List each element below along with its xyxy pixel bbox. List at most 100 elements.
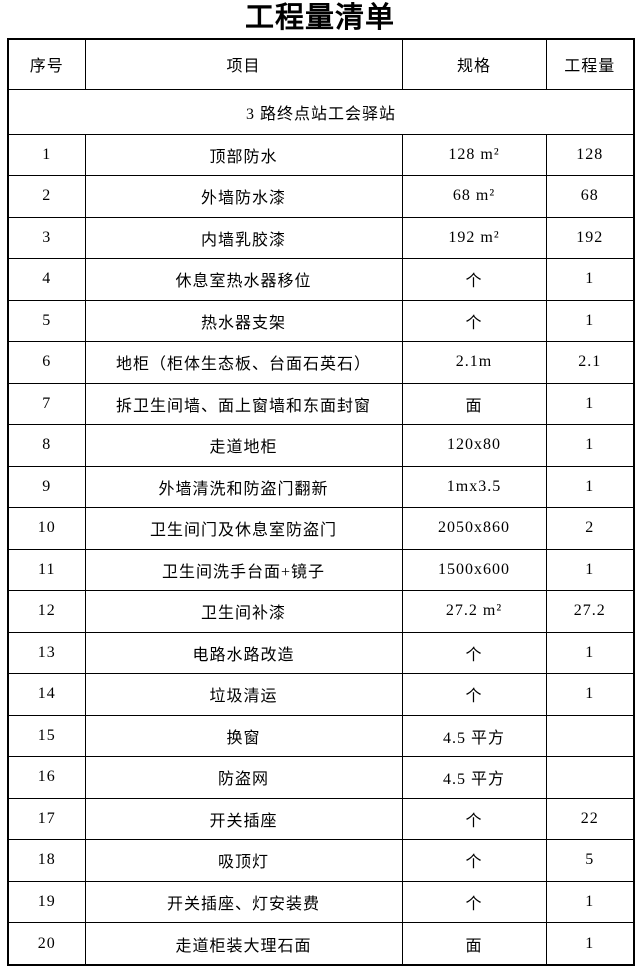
row-spec-cell: 120x80 xyxy=(401,424,547,467)
row-qty-cell: 5 xyxy=(545,839,635,882)
row-spec-cell: 个 xyxy=(401,797,547,840)
row-item-cell: 吸顶灯 xyxy=(84,839,403,882)
row-item-cell: 顶部防水 xyxy=(84,133,403,176)
row-item-cell: 休息室热水器移位 xyxy=(84,258,403,301)
row-no-cell: 6 xyxy=(7,341,86,384)
row-spec-cell: 1mx3.5 xyxy=(401,465,547,508)
row-item-cell: 内墙乳胶漆 xyxy=(84,216,403,259)
table-row: 19 开关插座、灯安装费 个 1 xyxy=(7,880,635,923)
row-qty-cell: 1 xyxy=(545,673,635,716)
row-no-cell: 7 xyxy=(7,382,86,425)
row-spec-cell: 128 m² xyxy=(401,133,547,176)
row-qty-cell: 2 xyxy=(545,507,635,550)
row-spec-cell: 个 xyxy=(401,880,547,923)
row-spec-cell: 1500x600 xyxy=(401,548,547,591)
table-header-row: 序号 项目 规格 工程量 xyxy=(7,38,635,90)
row-qty-cell: 27.2 xyxy=(545,590,635,633)
row-spec-cell: 2.1m xyxy=(401,341,547,384)
row-spec-cell: 个 xyxy=(401,299,547,342)
row-no-cell: 11 xyxy=(7,548,86,591)
row-item-cell: 卫生间洗手台面+镜子 xyxy=(84,548,403,591)
row-spec-cell: 面 xyxy=(401,382,547,425)
row-spec-cell: 面 xyxy=(401,922,547,966)
row-no-cell: 1 xyxy=(7,133,86,176)
row-spec-cell: 4.5 平方 xyxy=(401,756,547,799)
table-row: 11 卫生间洗手台面+镜子 1500x600 1 xyxy=(7,548,635,591)
table-row: 14 垃圾清运 个 1 xyxy=(7,673,635,716)
row-no-cell: 2 xyxy=(7,175,86,218)
row-item-cell: 卫生间门及休息室防盗门 xyxy=(84,507,403,550)
table-row: 20 走道柜装大理石面 面 1 xyxy=(7,922,635,966)
col-header-spec: 规格 xyxy=(401,38,547,90)
row-item-cell: 垃圾清运 xyxy=(84,673,403,716)
row-qty-cell: 1 xyxy=(545,465,635,508)
row-no-cell: 17 xyxy=(7,797,86,840)
table-row: 13 电路水路改造 个 1 xyxy=(7,631,635,674)
row-spec-cell: 192 m² xyxy=(401,216,547,259)
row-spec-cell: 27.2 m² xyxy=(401,590,547,633)
row-no-cell: 5 xyxy=(7,299,86,342)
row-item-cell: 开关插座 xyxy=(84,797,403,840)
row-qty-cell: 2.1 xyxy=(545,341,635,384)
table-row: 18 吸顶灯 个 5 xyxy=(7,839,635,882)
row-qty-cell xyxy=(545,714,635,757)
row-no-cell: 10 xyxy=(7,507,86,550)
row-item-cell: 外墙防水漆 xyxy=(84,175,403,218)
row-qty-cell: 192 xyxy=(545,216,635,259)
row-qty-cell: 1 xyxy=(545,299,635,342)
col-header-qty: 工程量 xyxy=(545,38,635,90)
table-row: 4 休息室热水器移位 个 1 xyxy=(7,258,635,301)
row-item-cell: 卫生间补漆 xyxy=(84,590,403,633)
row-qty-cell: 1 xyxy=(545,922,635,966)
row-spec-cell: 68 m² xyxy=(401,175,547,218)
row-no-cell: 9 xyxy=(7,465,86,508)
row-item-cell: 走道地柜 xyxy=(84,424,403,467)
row-no-cell: 8 xyxy=(7,424,86,467)
table-row: 9 外墙清洗和防盗门翻新 1mx3.5 1 xyxy=(7,465,635,508)
table-row: 2 外墙防水漆 68 m² 68 xyxy=(7,175,635,218)
row-no-cell: 14 xyxy=(7,673,86,716)
row-no-cell: 13 xyxy=(7,631,86,674)
col-header-item: 项目 xyxy=(84,38,403,90)
table-row: 12 卫生间补漆 27.2 m² 27.2 xyxy=(7,590,635,633)
row-item-cell: 拆卫生间墙、面上窗墙和东面封窗 xyxy=(84,382,403,425)
table-row: 16 防盗网 4.5 平方 xyxy=(7,756,635,799)
col-header-no: 序号 xyxy=(7,38,86,90)
row-item-cell: 换窗 xyxy=(84,714,403,757)
row-item-cell: 热水器支架 xyxy=(84,299,403,342)
table-row: 7 拆卫生间墙、面上窗墙和东面封窗 面 1 xyxy=(7,382,635,425)
table-row: 5 热水器支架 个 1 xyxy=(7,299,635,342)
row-qty-cell: 1 xyxy=(545,548,635,591)
row-item-cell: 电路水路改造 xyxy=(84,631,403,674)
row-qty-cell: 1 xyxy=(545,880,635,923)
table-row: 10 卫生间门及休息室防盗门 2050x860 2 xyxy=(7,507,635,550)
row-qty-cell: 1 xyxy=(545,424,635,467)
section-row: 3 路终点站工会驿站 xyxy=(7,88,635,135)
page-title: 工程量清单 xyxy=(244,2,395,34)
row-qty-cell: 22 xyxy=(545,797,635,840)
table-row: 8 走道地柜 120x80 1 xyxy=(7,424,635,467)
row-qty-cell: 1 xyxy=(545,382,635,425)
table-row: 3 内墙乳胶漆 192 m² 192 xyxy=(7,216,635,259)
row-item-cell: 开关插座、灯安装费 xyxy=(84,880,403,923)
row-no-cell: 16 xyxy=(7,756,86,799)
row-no-cell: 20 xyxy=(7,922,86,966)
row-qty-cell xyxy=(545,756,635,799)
row-spec-cell: 4.5 平方 xyxy=(401,714,547,757)
row-spec-cell: 个 xyxy=(401,673,547,716)
row-item-cell: 防盗网 xyxy=(84,756,403,799)
row-item-cell: 地柜（柜体生态板、台面石英石） xyxy=(84,341,403,384)
row-no-cell: 3 xyxy=(7,216,86,259)
row-spec-cell: 个 xyxy=(401,839,547,882)
section-label: 3 路终点站工会驿站 xyxy=(7,88,635,135)
row-spec-cell: 个 xyxy=(401,631,547,674)
row-no-cell: 18 xyxy=(7,839,86,882)
row-spec-cell: 2050x860 xyxy=(401,507,547,550)
quantities-table: 序号 项目 规格 工程量 3 路终点站工会驿站 1 顶部防水 128 m² 12… xyxy=(7,38,635,966)
row-no-cell: 15 xyxy=(7,714,86,757)
table-row: 17 开关插座 个 22 xyxy=(7,797,635,840)
row-no-cell: 4 xyxy=(7,258,86,301)
table-body: 3 路终点站工会驿站 1 顶部防水 128 m² 128 2 外墙防水漆 68 … xyxy=(7,88,635,966)
table-row: 1 顶部防水 128 m² 128 xyxy=(7,133,635,176)
